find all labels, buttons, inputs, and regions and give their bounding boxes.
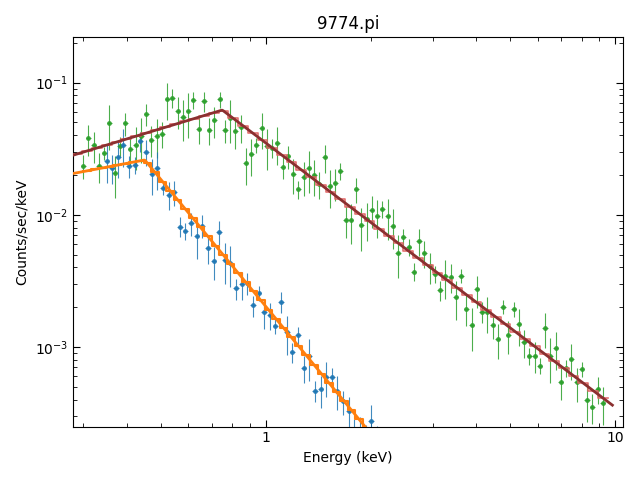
Title: 9774.pi: 9774.pi (317, 15, 379, 33)
Y-axis label: Counts/sec/keV: Counts/sec/keV (15, 179, 29, 285)
X-axis label: Energy (keV): Energy (keV) (303, 451, 392, 465)
